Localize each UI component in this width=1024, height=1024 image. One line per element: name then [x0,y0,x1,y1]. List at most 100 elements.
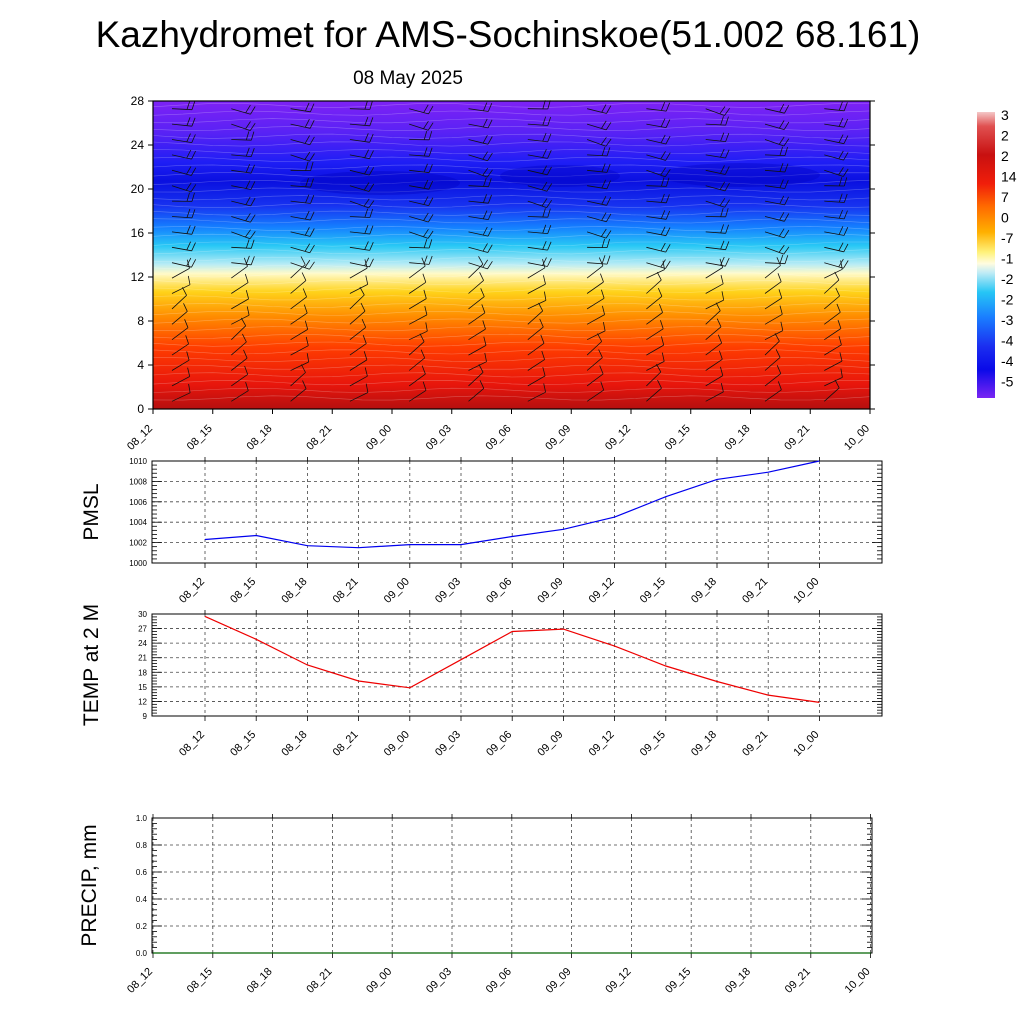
wind-barb [468,167,493,178]
wind-barb [468,380,485,402]
wind-barb [468,352,487,371]
wind-barb [764,163,789,173]
y-tick-label: 1006 [129,498,147,507]
x-tick-label: 08_18 [279,576,309,606]
wind-barb [408,349,426,371]
contour-line [152,387,871,393]
wind-barb [527,275,546,294]
wind-barb [231,239,255,249]
wind-barb [824,118,849,128]
colorbar-label: 7 [1001,189,1009,205]
wind-barb [824,303,841,325]
y-tick-label: 8 [137,314,144,328]
wind-barb [409,255,433,265]
y-tick-label: 15 [138,683,147,692]
wind-barb [468,259,493,270]
chart-title: Kazhydromet for AMS-Sochinskoe(51.002 68… [96,14,921,55]
wind-barb [764,365,782,387]
wind-barb [468,102,493,112]
y-tick-label: 0.4 [136,895,148,904]
wind-barb [764,103,790,114]
wind-barb [409,212,434,223]
wind-barb [408,289,427,310]
wind-barb [349,302,366,325]
cold-core [500,165,620,187]
wind-barb [290,119,315,129]
wind-barb [646,134,671,145]
wind-barb [231,257,248,279]
contour-line [152,395,871,401]
x-tick-label: 09_00 [364,966,394,996]
cold-core [300,171,460,195]
colorbar-label: -1 [1001,251,1014,267]
wind-barb [349,182,375,192]
wind-barb [231,365,249,387]
wind-barb [764,321,784,341]
contour-line [152,356,871,362]
x-tick-label: 09_21 [740,729,770,759]
wind-barb [468,151,493,162]
wind-barb [705,334,723,356]
wind-barbs [171,100,849,402]
wind-barb [587,146,611,157]
wind-barb [409,229,434,239]
wind-barb [171,117,196,127]
wind-barb [171,303,188,325]
x-tick-label: 10_00 [842,423,872,453]
wind-barb [764,381,782,402]
wind-barb [586,289,605,310]
wind-barb [409,322,428,341]
x-tick-label: 09_21 [783,966,813,996]
wind-barb [171,208,196,219]
wind-barb [231,213,256,223]
colorbar-labels: 3 2 2 14 7 0 -7 -1 -2 -2 -3 -4 -4 -5 [1001,107,1017,390]
wind-barb [468,288,485,310]
x-tick-label: 08_15 [228,729,258,759]
temp-panel: 9 12 15 18 21 24 27 30 08_12 08_15 08_18 08_21 09_00… [80,604,883,759]
contour-line [152,326,871,332]
wind-barb [527,116,552,126]
x-tick-label: 10_00 [791,729,821,759]
wind-barb [824,209,848,220]
wind-barb [824,319,842,341]
y-tick-label: 1000 [129,559,147,568]
wind-barb [171,133,196,143]
x-tick-label: 08_18 [279,729,309,759]
wind-barb [764,120,790,130]
wind-barb [468,272,484,294]
heatmap-contours [152,103,871,401]
temp-series-line [204,615,820,703]
wind-barb [824,352,843,371]
wind-barb [290,161,314,171]
x-tick-label: 09_21 [782,423,812,453]
wind-barb [586,365,604,387]
wind-barb [527,224,552,234]
x-tick-label: 08_21 [331,576,361,606]
wind-barb [705,318,722,341]
wind-barb [705,224,729,234]
wind-barb [705,132,730,142]
wind-barb [231,306,250,325]
wind-barb [408,381,427,402]
wind-barb [349,335,367,356]
contour-line [152,133,871,139]
wind-barb [705,256,730,267]
contour-line [152,156,871,162]
y-tick-label: 24 [138,639,147,648]
wind-barb [587,163,611,173]
wind-barb [646,336,665,356]
wind-barb [586,381,605,402]
wind-barb [824,134,849,145]
contour-line [152,380,870,386]
x-tick-label: 09_03 [424,966,454,996]
y-tick-label: 1002 [129,539,147,548]
wind-barb [646,352,665,371]
wind-barb [349,198,375,209]
colorbar-label: -3 [1001,312,1014,328]
wind-barb [527,165,552,176]
y-tick-label: 0.6 [136,868,148,877]
x-tick-label: 09_21 [740,576,770,606]
contour-line [152,164,871,170]
wind-barb [408,365,426,387]
wind-barb [646,303,663,325]
